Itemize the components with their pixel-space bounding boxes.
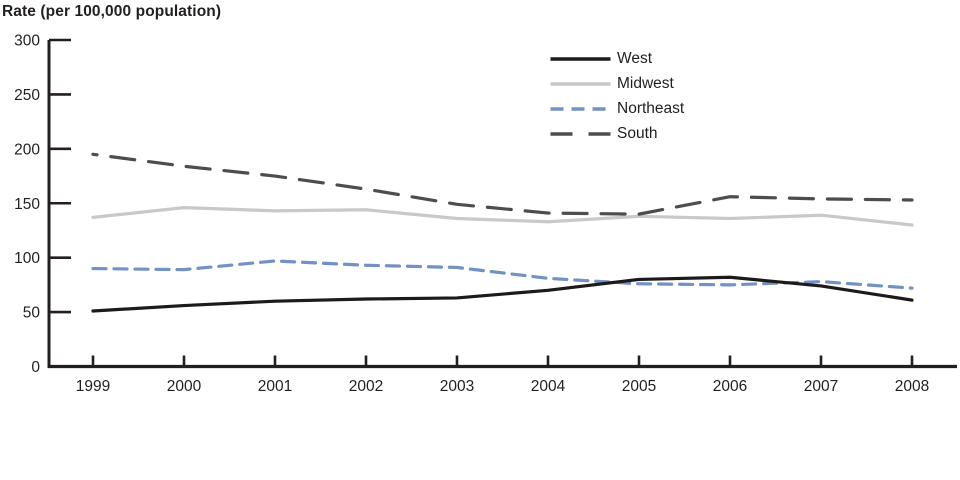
series-line-west bbox=[91, 275, 914, 313]
x-tick-label-2000: 2000 bbox=[167, 378, 202, 395]
legend-item-south: South bbox=[549, 121, 684, 146]
x-tick-label-2008: 2008 bbox=[895, 378, 929, 395]
chart-title: Rate (per 100,000 population) bbox=[2, 3, 222, 20]
chart-legend: West Midwest Northeast South bbox=[549, 46, 684, 146]
legend-line-sample-south bbox=[550, 131, 611, 136]
legend-line-sample-northeast bbox=[550, 106, 611, 111]
y-tick-label-250: 250 bbox=[14, 87, 40, 104]
x-tick-label-2005: 2005 bbox=[622, 378, 656, 395]
y-tick-label-200: 200 bbox=[14, 141, 40, 158]
legend-label-south: South bbox=[617, 124, 658, 142]
y-tick-label-0: 0 bbox=[31, 359, 40, 376]
x-tick-label-1999: 1999 bbox=[76, 378, 110, 395]
legend-label-midwest: Midwest bbox=[617, 74, 674, 92]
legend-label-northeast: Northeast bbox=[617, 99, 685, 117]
legend-line-sample-midwest bbox=[550, 81, 611, 86]
y-tick-label-150: 150 bbox=[14, 196, 40, 213]
y-tick-label-300: 300 bbox=[14, 33, 40, 50]
series-line-south bbox=[91, 152, 914, 216]
y-tick-label-100: 100 bbox=[14, 250, 40, 267]
x-tick-label-2007: 2007 bbox=[804, 378, 838, 395]
x-tick-label-2001: 2001 bbox=[258, 378, 292, 395]
y-tick-label-50: 50 bbox=[23, 305, 41, 322]
legend-item-midwest: Midwest bbox=[549, 71, 684, 96]
legend-item-west: West bbox=[549, 46, 684, 71]
legend-item-northeast: Northeast bbox=[549, 96, 684, 121]
x-tick-label-2003: 2003 bbox=[440, 378, 474, 395]
series-line-midwest bbox=[91, 206, 914, 227]
x-tick-label-2004: 2004 bbox=[531, 378, 566, 395]
legend-label-west: West bbox=[617, 49, 653, 67]
legend-line-sample-west bbox=[550, 56, 611, 61]
x-tick-label-2002: 2002 bbox=[349, 378, 383, 395]
x-tick-label-2006: 2006 bbox=[713, 378, 747, 395]
series-line-northeast bbox=[91, 259, 914, 290]
